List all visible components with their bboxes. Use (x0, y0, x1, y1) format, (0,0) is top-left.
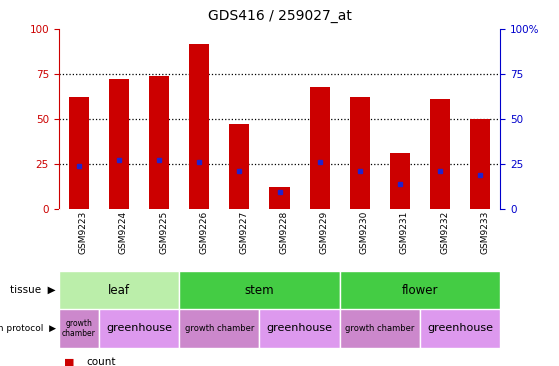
Bar (149, 76, 169, 209)
Bar (69, 97, 89, 209)
Text: GSM9232: GSM9232 (440, 210, 449, 254)
Text: growth protocol  ▶: growth protocol ▶ (0, 324, 56, 333)
Bar (179, 271, 340, 309)
Text: count: count (87, 357, 116, 366)
Text: stem: stem (245, 284, 274, 296)
Bar (470, 119, 490, 209)
Bar (420, 309, 500, 348)
Text: growth chamber: growth chamber (345, 324, 415, 333)
Text: leaf: leaf (108, 284, 130, 296)
Bar (310, 87, 330, 209)
Text: greenhouse: greenhouse (427, 324, 493, 333)
Text: tissue  ▶: tissue ▶ (10, 285, 56, 295)
Text: greenhouse: greenhouse (106, 324, 172, 333)
Text: flower: flower (402, 284, 438, 296)
Bar (430, 99, 450, 209)
Text: GSM9224: GSM9224 (119, 210, 128, 254)
Text: GSM9230: GSM9230 (360, 210, 369, 254)
Text: GSM9226: GSM9226 (199, 210, 208, 254)
Text: GSM9228: GSM9228 (280, 210, 288, 254)
Bar (259, 309, 340, 348)
Text: ■: ■ (64, 357, 75, 366)
Text: GDS416 / 259027_at: GDS416 / 259027_at (207, 9, 352, 23)
Bar (59, 271, 179, 309)
Bar (340, 271, 500, 309)
Bar (340, 309, 420, 348)
Text: growth chamber: growth chamber (184, 324, 254, 333)
Bar (269, 187, 290, 209)
Text: GSM9233: GSM9233 (480, 210, 489, 254)
Text: GSM9229: GSM9229 (320, 210, 329, 254)
Bar (229, 124, 249, 209)
Bar (59, 309, 99, 348)
Text: GSM9223: GSM9223 (79, 210, 88, 254)
Bar (179, 309, 259, 348)
Text: GSM9231: GSM9231 (400, 210, 409, 254)
Bar (189, 44, 209, 209)
Text: greenhouse: greenhouse (267, 324, 333, 333)
Bar (390, 153, 410, 209)
Text: GSM9227: GSM9227 (239, 210, 248, 254)
Bar (99, 309, 179, 348)
Bar (109, 79, 129, 209)
Text: growth
chamber: growth chamber (62, 319, 96, 338)
Text: GSM9225: GSM9225 (159, 210, 168, 254)
Bar (350, 97, 370, 209)
